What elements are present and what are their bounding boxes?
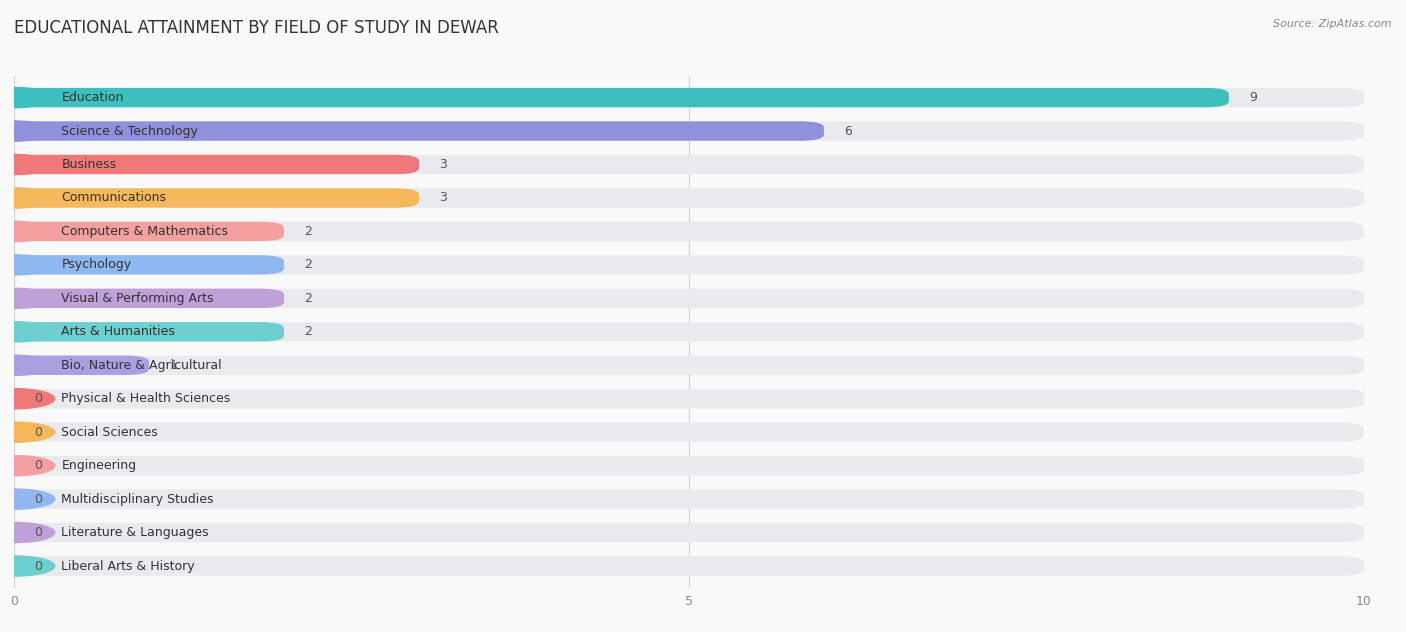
Text: 3: 3 — [439, 191, 447, 205]
Text: 3: 3 — [439, 158, 447, 171]
FancyBboxPatch shape — [14, 322, 284, 341]
FancyBboxPatch shape — [14, 222, 284, 241]
Text: Computers & Mathematics: Computers & Mathematics — [62, 225, 228, 238]
Text: Visual & Performing Arts: Visual & Performing Arts — [62, 292, 214, 305]
Text: Psychology: Psychology — [62, 258, 131, 271]
Circle shape — [0, 322, 55, 342]
Text: 2: 2 — [304, 292, 312, 305]
Text: EDUCATIONAL ATTAINMENT BY FIELD OF STUDY IN DEWAR: EDUCATIONAL ATTAINMENT BY FIELD OF STUDY… — [14, 19, 499, 37]
Text: Bio, Nature & Agricultural: Bio, Nature & Agricultural — [62, 359, 222, 372]
Circle shape — [0, 87, 55, 107]
Circle shape — [0, 255, 55, 275]
Text: Physical & Health Sciences: Physical & Health Sciences — [62, 392, 231, 405]
Circle shape — [0, 422, 55, 442]
Circle shape — [0, 188, 55, 208]
Text: Education: Education — [62, 91, 124, 104]
FancyBboxPatch shape — [14, 188, 419, 208]
Circle shape — [0, 154, 55, 174]
Text: 0: 0 — [34, 392, 42, 405]
Text: 6: 6 — [844, 125, 852, 138]
Text: Multidisciplinary Studies: Multidisciplinary Studies — [62, 492, 214, 506]
Circle shape — [0, 523, 55, 543]
Text: 1: 1 — [169, 359, 177, 372]
Text: Science & Technology: Science & Technology — [62, 125, 198, 138]
Circle shape — [0, 121, 55, 141]
FancyBboxPatch shape — [14, 523, 1364, 542]
FancyBboxPatch shape — [14, 422, 1364, 442]
FancyBboxPatch shape — [14, 121, 1364, 141]
Text: 9: 9 — [1249, 91, 1257, 104]
FancyBboxPatch shape — [14, 556, 1364, 576]
FancyBboxPatch shape — [14, 222, 1364, 241]
Circle shape — [0, 288, 55, 308]
Text: Arts & Humanities: Arts & Humanities — [62, 325, 176, 338]
Text: 0: 0 — [34, 426, 42, 439]
Text: Source: ZipAtlas.com: Source: ZipAtlas.com — [1274, 19, 1392, 29]
Text: Liberal Arts & History: Liberal Arts & History — [62, 559, 195, 573]
Text: Communications: Communications — [62, 191, 166, 205]
Circle shape — [0, 389, 55, 409]
FancyBboxPatch shape — [14, 356, 1364, 375]
Circle shape — [0, 556, 55, 576]
Text: Social Sciences: Social Sciences — [62, 426, 157, 439]
FancyBboxPatch shape — [14, 155, 419, 174]
Text: Business: Business — [62, 158, 117, 171]
Text: 0: 0 — [34, 459, 42, 472]
Circle shape — [0, 221, 55, 241]
FancyBboxPatch shape — [14, 289, 1364, 308]
Text: Literature & Languages: Literature & Languages — [62, 526, 209, 539]
Text: 0: 0 — [34, 559, 42, 573]
Circle shape — [0, 355, 55, 375]
FancyBboxPatch shape — [14, 489, 1364, 509]
FancyBboxPatch shape — [14, 155, 1364, 174]
FancyBboxPatch shape — [14, 322, 1364, 341]
FancyBboxPatch shape — [14, 289, 284, 308]
FancyBboxPatch shape — [14, 88, 1229, 107]
Circle shape — [0, 489, 55, 509]
Text: 0: 0 — [34, 526, 42, 539]
Text: Engineering: Engineering — [62, 459, 136, 472]
FancyBboxPatch shape — [14, 188, 1364, 208]
Text: 2: 2 — [304, 258, 312, 271]
FancyBboxPatch shape — [14, 356, 149, 375]
FancyBboxPatch shape — [14, 456, 1364, 475]
Circle shape — [0, 456, 55, 476]
FancyBboxPatch shape — [14, 88, 1364, 107]
FancyBboxPatch shape — [14, 255, 284, 274]
Text: 2: 2 — [304, 325, 312, 338]
Text: 2: 2 — [304, 225, 312, 238]
FancyBboxPatch shape — [14, 389, 1364, 408]
FancyBboxPatch shape — [14, 255, 1364, 274]
Text: 0: 0 — [34, 492, 42, 506]
FancyBboxPatch shape — [14, 121, 824, 141]
